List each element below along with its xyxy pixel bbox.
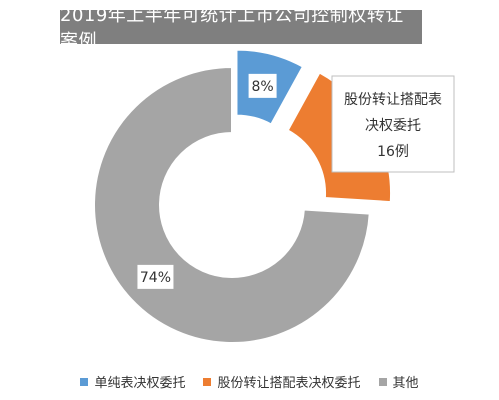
legend-item-3: 其他 bbox=[378, 372, 419, 391]
legend-item-2: 股份转让搭配表决权委托 bbox=[203, 372, 361, 391]
data-label-1: 8% bbox=[251, 79, 273, 95]
callout-line-2: 决权委托 bbox=[365, 118, 421, 134]
legend: 单纯表决权委托 股份转让搭配表决权委托 其他 bbox=[0, 372, 499, 391]
legend-item-1: 单纯表决权委托 bbox=[80, 372, 185, 391]
legend-swatch-1 bbox=[80, 377, 89, 386]
legend-label-3: 其他 bbox=[392, 376, 419, 391]
chart-title: 2019年上半年可统计上市公司控制权转让案例 bbox=[60, 5, 422, 52]
legend-label-1: 单纯表决权委托 bbox=[94, 376, 186, 391]
data-label-box-3 bbox=[137, 264, 174, 289]
callout-box bbox=[331, 75, 455, 173]
legend-label-2: 股份转让搭配表决权委托 bbox=[217, 376, 361, 391]
legend-swatch-3 bbox=[378, 377, 387, 386]
callout-line-1: 股份转让搭配表 bbox=[344, 92, 442, 108]
data-label-3: 74% bbox=[140, 270, 171, 286]
data-label-box-1 bbox=[248, 73, 277, 98]
callout-line-3: 16例 bbox=[377, 144, 409, 160]
legend-swatch-2 bbox=[203, 377, 212, 386]
